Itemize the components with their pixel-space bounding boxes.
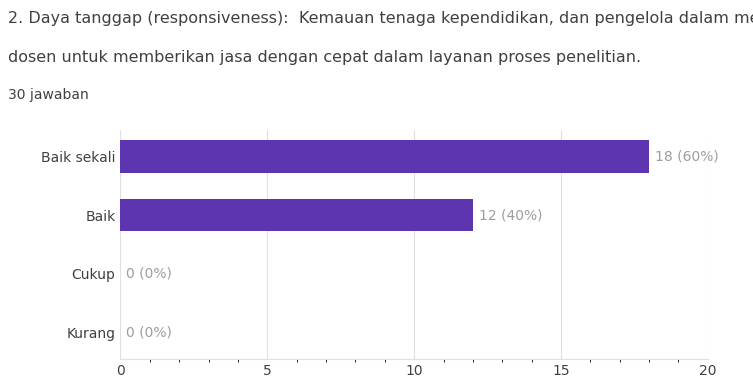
Text: 12 (40%): 12 (40%) [479, 208, 542, 222]
Text: 0 (0%): 0 (0%) [127, 325, 172, 340]
Bar [120, 140, 649, 173]
Text: 30 jawaban: 30 jawaban [8, 88, 88, 102]
Text: 18 (60%): 18 (60%) [655, 149, 718, 163]
Text: 0 (0%): 0 (0%) [127, 267, 172, 281]
Bar [120, 199, 473, 231]
Text: dosen untuk memberikan jasa dengan cepat dalam layanan proses penelitian.: dosen untuk memberikan jasa dengan cepat… [8, 50, 641, 65]
Text: 2. Daya tanggap (responsiveness):  Kemauan tenaga kependidikan, dan pengelola da: 2. Daya tanggap (responsiveness): Kemaua… [8, 11, 753, 26]
